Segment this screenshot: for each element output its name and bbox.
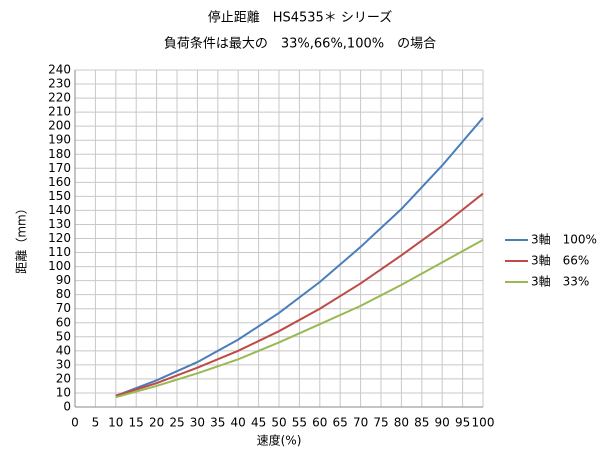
y-tick-label: 150 xyxy=(48,189,71,203)
y-tick-label: 210 xyxy=(48,105,71,119)
y-tick-label: 10 xyxy=(56,385,71,399)
x-tick-label: 5 xyxy=(92,416,100,430)
y-tick-label: 110 xyxy=(48,245,71,259)
x-tick-label: 30 xyxy=(190,416,205,430)
data-line xyxy=(115,239,484,399)
x-tick-label: 75 xyxy=(373,416,388,430)
chart-title: 停止距離 HS4535＊ シリーズ xyxy=(208,10,393,26)
y-tick-label: 230 xyxy=(48,77,71,91)
x-axis-label: 速度(%) xyxy=(257,433,302,448)
y-tick-label: 0 xyxy=(63,400,71,414)
y-tick-label: 50 xyxy=(56,329,71,343)
x-tick-label: 50 xyxy=(271,416,286,430)
x-tick-label: 80 xyxy=(394,416,409,430)
y-tick-label: 220 xyxy=(48,91,71,105)
legend-label: 3軸 33% xyxy=(531,275,589,289)
x-tick-label: 90 xyxy=(435,416,450,430)
y-tick-label: 100 xyxy=(48,259,71,273)
y-tick-label: 170 xyxy=(48,161,71,175)
data-line xyxy=(115,117,484,397)
y-tick-label: 30 xyxy=(56,357,71,371)
y-tick-label: 140 xyxy=(48,203,71,217)
chart-subtitle: 負荷条件は最大の 33%,66%,100% の場合 xyxy=(164,36,436,52)
legend-label: 3軸 66% xyxy=(531,254,589,268)
y-tick-label: 240 xyxy=(48,63,71,77)
data-line xyxy=(115,192,484,397)
x-tick-label: 95 xyxy=(455,416,470,430)
x-tick-label: 10 xyxy=(108,416,123,430)
x-tick-label: 45 xyxy=(251,416,266,430)
x-tick-label: 60 xyxy=(312,416,327,430)
x-tick-label: 55 xyxy=(292,416,307,430)
y-tick-label: 60 xyxy=(56,315,71,329)
x-tick-label: 100 xyxy=(472,416,495,430)
x-tick-label: 65 xyxy=(333,416,348,430)
x-tick-label: 0 xyxy=(71,416,79,430)
x-tick-label: 20 xyxy=(149,416,164,430)
y-tick-label: 190 xyxy=(48,133,71,147)
y-tick-label: 120 xyxy=(48,231,71,245)
y-tick-label: 160 xyxy=(48,175,71,189)
y-tick-label: 70 xyxy=(56,301,71,315)
y-tick-label: 20 xyxy=(56,371,71,385)
y-tick-label: 180 xyxy=(48,147,71,161)
x-tick-label: 25 xyxy=(169,416,184,430)
y-axis-label: 距離（mm） xyxy=(15,202,29,273)
x-tick-label: 15 xyxy=(129,416,144,430)
y-tick-label: 200 xyxy=(48,119,71,133)
y-tick-label: 80 xyxy=(56,287,71,301)
x-tick-label: 40 xyxy=(231,416,246,430)
legend-label: 3軸 100% xyxy=(531,233,597,247)
y-tick-label: 90 xyxy=(56,273,71,287)
y-tick-label: 130 xyxy=(48,217,71,231)
x-tick-label: 70 xyxy=(353,416,368,430)
y-tick-label: 40 xyxy=(56,343,71,357)
x-tick-label: 85 xyxy=(414,416,429,430)
x-tick-label: 35 xyxy=(210,416,225,430)
